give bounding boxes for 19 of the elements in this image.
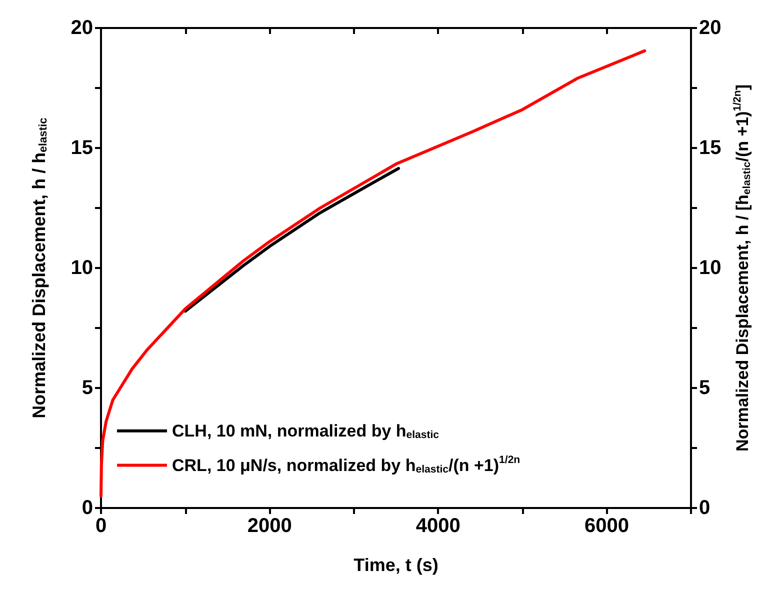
y-tick-label: 5: [82, 377, 93, 399]
y-axis-title: Normalized Displacement, h / helastic: [29, 118, 50, 418]
line-series: [184, 166, 400, 313]
x-axis-title: Time, t (s): [354, 555, 438, 575]
x-tick-label: 0: [95, 515, 107, 537]
y-tick-label: 10: [70, 257, 93, 279]
x-tick-label: 6000: [584, 515, 629, 537]
x-tick-label: 4000: [416, 515, 460, 537]
x-tick-label: 2000: [247, 515, 292, 537]
y-tick-label: 0: [82, 497, 93, 519]
y2-axis-title: Normalized Displacement, h / [helastic/(n +1)1/2n]: [732, 84, 753, 452]
y2-tick-label: 10: [699, 257, 722, 279]
y-tick-label: 15: [70, 137, 93, 159]
y2-tick-label: 0: [699, 497, 710, 519]
y2-tick-label: 5: [699, 377, 710, 399]
line-series: [100, 49, 646, 498]
y-tick-label: 20: [70, 17, 93, 39]
y2-tick-label: 20: [699, 17, 722, 39]
y2-tick-label: 15: [699, 137, 722, 159]
